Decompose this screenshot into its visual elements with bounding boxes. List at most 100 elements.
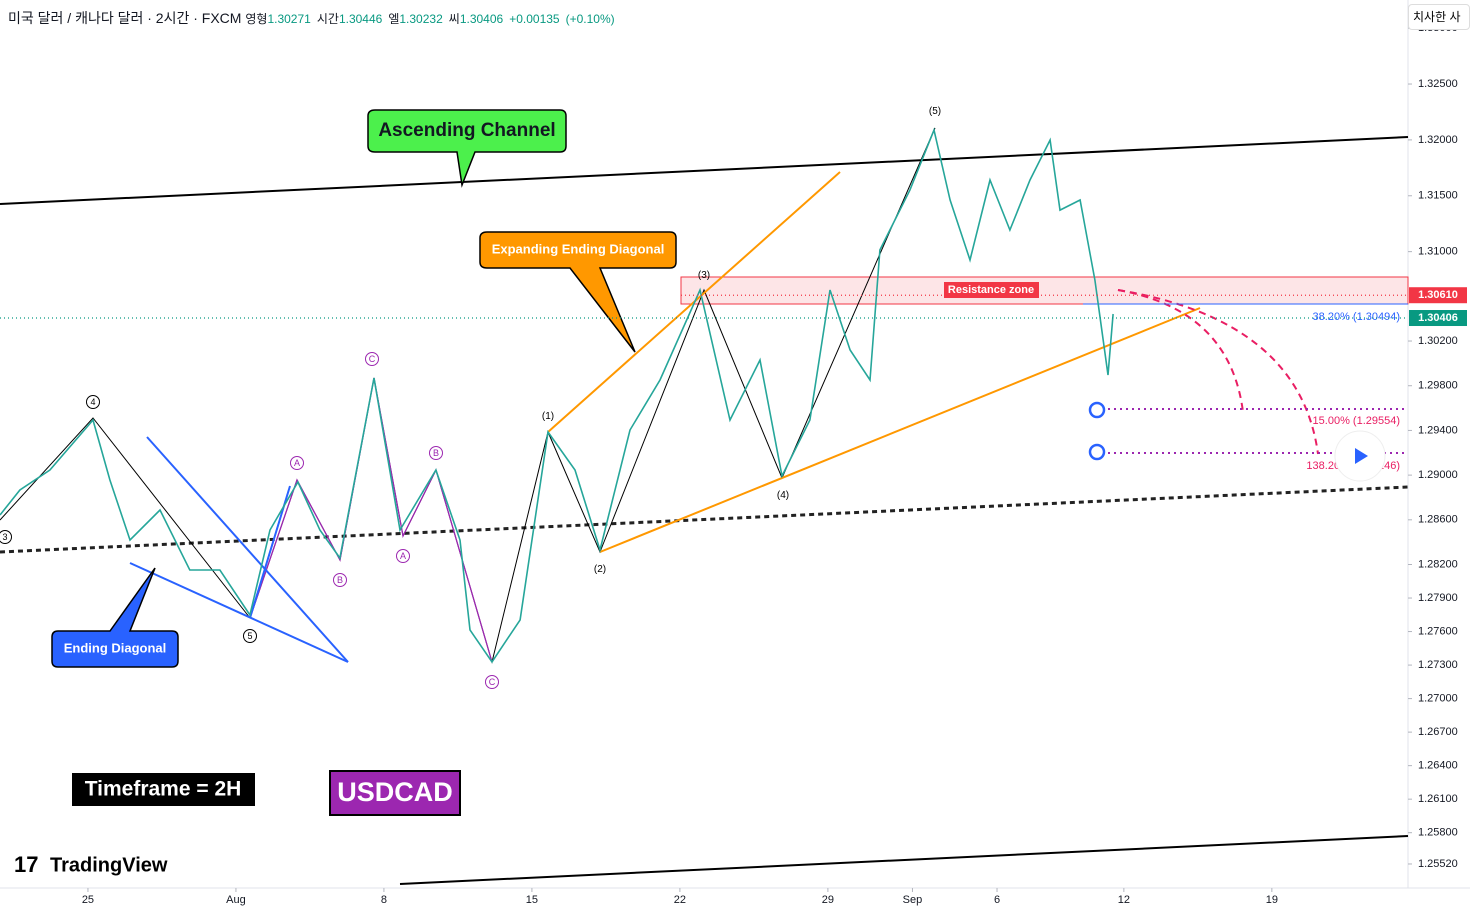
wave-circle [0, 530, 12, 544]
price-level-label: 1.30610 [1418, 289, 1458, 301]
callout [367, 109, 567, 188]
ohlc-label: 시간 [316, 12, 339, 26]
wave-label: B [337, 575, 343, 585]
timeframe-box [72, 773, 255, 806]
wave-circle [429, 446, 443, 460]
x-tick-label: 12 [1118, 894, 1130, 906]
wave-circle [86, 395, 100, 409]
symbol: 미국 달러 / 캐나다 달러 · 2시간 · FXCM [8, 10, 242, 26]
wave-label: B [433, 448, 439, 458]
y-tick-label: 1.25800 [1418, 827, 1458, 839]
diagonal-line [129, 562, 349, 663]
ohlc-value: 1.30406 [459, 12, 504, 26]
x-tick-label: 29 [822, 894, 834, 906]
y-axis-panel [1408, 0, 1470, 913]
projection-arc [1117, 289, 1244, 413]
wave-label: (5) [929, 106, 941, 117]
diagonal-line [146, 436, 349, 663]
price-level-box [1409, 310, 1467, 327]
ohlc-label: 엘 [388, 12, 400, 26]
wave-line [249, 127, 936, 664]
wave-label: A [400, 551, 406, 561]
annotation: Expanding Ending Diagonal [492, 241, 665, 256]
x-tick-label: 19 [1266, 894, 1278, 906]
zone-label-bg [944, 282, 1039, 298]
target-icon [1088, 443, 1106, 461]
ohlc-label: 씨 [448, 12, 460, 26]
wave-circle [333, 573, 347, 587]
annotation: Ending Diagonal [64, 640, 167, 655]
y-tick-label: 1.30200 [1418, 335, 1458, 347]
wave-label: (3) [698, 270, 710, 281]
y-tick-label: 1.26400 [1418, 760, 1458, 772]
wave-circle [290, 456, 304, 470]
ohlc-value: 1.30232 [399, 12, 443, 26]
x-tick-label: Sep [903, 894, 923, 906]
play-icon[interactable] [1355, 448, 1368, 464]
channel-line [0, 136, 1409, 205]
target-icon [1088, 401, 1106, 419]
y-tick-label: 1.29000 [1418, 469, 1458, 481]
wave-line [0, 417, 251, 619]
x-tick-label: 22 [674, 894, 686, 906]
y-tick-label: 1.28600 [1418, 514, 1458, 526]
channel-line [399, 835, 1409, 885]
ohlc: 영형1.30271 시간1.30446 엘1.30232 씨1.30406 [245, 10, 509, 26]
price-level-label: 1.30406 [1418, 312, 1458, 324]
timeframe: Timeframe = 2H [85, 778, 242, 801]
y-tick-label: 1.29400 [1418, 424, 1458, 436]
callout [479, 231, 677, 353]
fib-label: 15.00% (1.29554) [1313, 415, 1400, 427]
y-tick-label: 1.27900 [1418, 592, 1458, 604]
ohlc-value: 1.30271 [267, 12, 311, 26]
y-tick-label: 1.26700 [1418, 726, 1458, 738]
chart-title: USDCAD [337, 777, 453, 807]
wave-circle [243, 629, 257, 643]
wave-label: 5 [247, 631, 252, 641]
x-tick-label: 8 [381, 894, 387, 906]
wave-label: (1) [542, 411, 554, 422]
annotation: Ascending Channel [378, 120, 555, 141]
projection-arc [1117, 289, 1319, 455]
logo-mark: 17 [14, 852, 38, 877]
y-tick-label: 1.31500 [1418, 190, 1458, 202]
x-tick-label: 6 [994, 894, 1000, 906]
symbol-box [329, 770, 461, 816]
y-tick-label: 1.28200 [1418, 558, 1458, 570]
price-level-box [1409, 287, 1467, 304]
y-tick-label: 1.27000 [1418, 693, 1458, 705]
wave-label: 4 [90, 397, 95, 407]
fib-label: 38.20% (1.30494) [1313, 311, 1400, 323]
ohlc-label: 영형 [245, 12, 268, 26]
y-tick-label: 1.31000 [1418, 246, 1458, 258]
header: 미국 달러 / 캐나다 달러 · 2시간 · FXCM 영형1.30271 시간1… [8, 8, 621, 28]
diagonal-line [599, 307, 1201, 553]
header-button[interactable]: 치사한 사 [1408, 4, 1470, 30]
price-line [0, 127, 1114, 664]
wave-circle [365, 352, 379, 366]
wave-label: (4) [777, 490, 789, 501]
ohlc-value: 1.30446 [338, 12, 383, 26]
x-tick-label: 15 [526, 894, 538, 906]
wave-label: C [369, 354, 376, 364]
correction-line [249, 377, 493, 663]
change: +0.00135 [509, 12, 560, 26]
callout [51, 567, 179, 668]
y-tick-label: 1.27300 [1418, 659, 1458, 671]
y-tick-label: 1.27600 [1418, 625, 1458, 637]
brand: TradingView [50, 854, 168, 876]
y-tick-label: 1.32000 [1418, 134, 1458, 146]
annotation: Resistance zone [948, 284, 1034, 296]
wave-label: 3 [2, 532, 7, 542]
y-tick-label: 1.25520 [1418, 858, 1458, 870]
y-tick-label: 1.26100 [1418, 793, 1458, 805]
y-tick-label: 1.32500 [1418, 78, 1458, 90]
resistance-zone [680, 276, 1409, 305]
wave-circle [396, 549, 410, 563]
wave-circle [485, 675, 499, 689]
x-tick-label: 25 [82, 894, 94, 906]
wave-label: A [294, 458, 300, 468]
wave-label: C [489, 677, 496, 687]
